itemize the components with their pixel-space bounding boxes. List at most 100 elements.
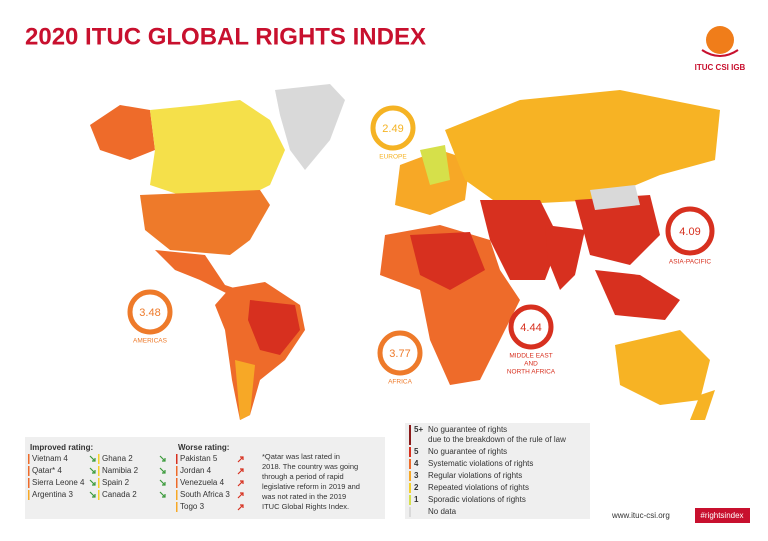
improved-country: Canada 2 xyxy=(102,490,137,499)
legend-text: due to the breakdown of the rule of law xyxy=(428,435,566,444)
region-score: 2.49 xyxy=(382,123,403,135)
mexico xyxy=(155,250,240,295)
region-ring xyxy=(127,289,173,335)
rating-swatch xyxy=(28,466,30,476)
legend-text: No data xyxy=(428,507,457,516)
hashtag-box xyxy=(695,508,750,523)
note-line: was not rated in the 2019 xyxy=(261,492,346,501)
rating-swatch xyxy=(98,490,100,500)
rating-swatch xyxy=(176,502,178,512)
legend-text: No guarantee of rights xyxy=(428,425,507,434)
region-ring xyxy=(508,304,554,350)
legend-text: Systematic violations of rights xyxy=(428,459,533,468)
logo: ITUC CSI IGB xyxy=(695,26,746,72)
ratings: Improved rating: Vietnam 4 Qatar* 4 Sierra … xyxy=(28,443,360,512)
mongolia xyxy=(590,185,640,210)
logo-arc xyxy=(701,49,739,57)
logo-circle xyxy=(706,26,734,54)
region-score: 3.48 xyxy=(139,307,160,319)
argentina xyxy=(235,360,255,420)
region-label: AND xyxy=(524,361,538,368)
rating-swatch xyxy=(176,478,178,488)
legend-key: 4 xyxy=(414,459,419,468)
rating-swatch xyxy=(176,490,178,500)
logo-text: ITUC CSI IGB xyxy=(695,63,746,72)
region-ring xyxy=(665,206,715,256)
note-line: 2018. The country was going xyxy=(262,462,358,471)
legend-text: Sporadic violations of rights xyxy=(428,495,526,504)
region-label: MIDDLE EAST xyxy=(509,353,552,360)
north-africa xyxy=(410,232,485,290)
note-line: legislative reform in 2019 and xyxy=(262,482,360,491)
worse-arrow xyxy=(237,492,244,499)
rating-swatch xyxy=(28,490,30,500)
improved-arrow xyxy=(89,455,96,462)
region-label: AMERICAS xyxy=(133,338,168,345)
region-scores: 2.49 EUROPE 4.09 ASIA-PACIFIC 3.48 AMERICAS 3.… xyxy=(127,105,715,386)
india xyxy=(545,225,585,290)
legend-swatch xyxy=(409,447,411,457)
improved-arrow xyxy=(89,491,96,498)
improved-country: Spain 2 xyxy=(102,478,130,487)
improved-country: Sierra Leone 4 xyxy=(32,478,85,487)
rating-swatch xyxy=(176,466,178,476)
improved-country: Namibia 2 xyxy=(102,466,139,475)
improved-country: Vietnam 4 xyxy=(32,454,68,463)
legend-text: Regular violations of rights xyxy=(428,471,522,480)
note-line: ITUC Global Rights Index. xyxy=(262,502,349,511)
region-label: AFRICA xyxy=(388,379,413,386)
note-line: *Qatar was last rated in xyxy=(262,452,340,461)
rating-swatch xyxy=(176,454,178,464)
hashtag: #rightsindex xyxy=(700,511,743,520)
rating-swatch xyxy=(28,478,30,488)
improved-arrow xyxy=(159,491,166,498)
legend-key: 2 xyxy=(414,483,419,492)
legend-swatch xyxy=(409,483,411,493)
worse-arrow xyxy=(237,468,244,475)
rating-swatch xyxy=(98,466,100,476)
alaska xyxy=(90,105,155,160)
new-zealand xyxy=(690,390,715,420)
worse-country: South Africa 3 xyxy=(180,490,230,499)
nordics xyxy=(420,145,450,185)
legend-panel xyxy=(405,423,590,519)
rating-swatch xyxy=(28,454,30,464)
improved-arrow xyxy=(89,479,96,486)
legend-key: 5+ xyxy=(414,425,423,434)
usa xyxy=(140,190,270,255)
china xyxy=(575,195,660,265)
worse-country: Pakistan 5 xyxy=(180,454,218,463)
improved-heading: Improved rating: xyxy=(30,443,93,452)
legend-swatch xyxy=(409,495,411,505)
title: 2020 ITUC GLOBAL RIGHTS INDEX xyxy=(25,23,426,50)
worse-arrow xyxy=(237,456,244,463)
improved-arrow xyxy=(159,455,166,462)
footer-url: www.ituc-csi.org xyxy=(611,511,670,520)
region-score: 4.44 xyxy=(520,322,541,334)
rating-swatch xyxy=(98,478,100,488)
improved-country: Ghana 2 xyxy=(102,454,133,463)
ratings-panel xyxy=(25,437,385,519)
improved-arrow xyxy=(89,467,96,474)
australia xyxy=(615,330,710,405)
greenland xyxy=(275,84,345,170)
middle-east xyxy=(480,200,560,280)
southeast-asia xyxy=(595,270,680,320)
worse-heading: Worse rating: xyxy=(178,443,229,452)
legend-text: Repeated violations of rights xyxy=(428,483,529,492)
improved-arrow xyxy=(159,467,166,474)
worse-arrow xyxy=(237,504,244,511)
improved-arrow xyxy=(159,479,166,486)
region-score: 3.77 xyxy=(389,348,410,360)
worse-country: Jordan 4 xyxy=(180,466,212,475)
world-map xyxy=(90,84,720,420)
legend-key: 3 xyxy=(414,471,419,480)
region-ring xyxy=(370,105,416,151)
rating-swatch xyxy=(98,454,100,464)
legend-swatch xyxy=(409,471,411,481)
note-line: through a period of rapid xyxy=(262,472,344,481)
improved-country: Argentina 3 xyxy=(32,490,73,499)
legend-swatch xyxy=(409,425,411,445)
